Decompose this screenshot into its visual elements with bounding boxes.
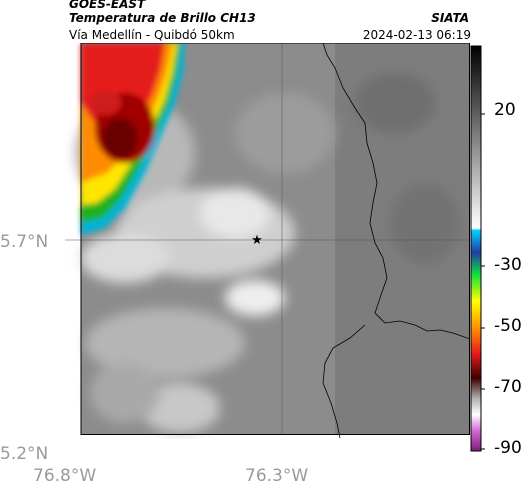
star-marker-icon: ★ bbox=[251, 233, 263, 248]
route-label: Vía Medellín - Quibdó 50km bbox=[69, 28, 235, 42]
lat-label-5-7: 5.7°N bbox=[0, 232, 49, 252]
map-frame bbox=[80, 43, 470, 435]
organization-label: SIATA bbox=[431, 11, 469, 25]
department-boundary-south bbox=[322, 324, 366, 439]
colorbar-tick-m70: -70 bbox=[494, 377, 522, 397]
colorbar-tick-m50: -50 bbox=[494, 316, 522, 336]
product-title: Temperatura de Brillo CH13 bbox=[69, 11, 256, 25]
department-boundary bbox=[322, 43, 470, 340]
datetime-label: 2024-02-13 06:19 bbox=[362, 28, 471, 42]
cold-cloud-top bbox=[81, 43, 185, 235]
colorbar-tick-m30: -30 bbox=[494, 255, 522, 275]
lon-label-76-3: 76.3°W bbox=[245, 466, 309, 486]
colorbar bbox=[470, 45, 485, 452]
lon-label-76-8: 76.8°W bbox=[33, 466, 97, 486]
colorbar-tick-20: 20 bbox=[494, 100, 516, 120]
colorbar-tick-m90: -90 bbox=[494, 438, 522, 458]
lat-label-5-2: 5.2°N bbox=[0, 444, 49, 464]
satellite-title: GOES-EAST bbox=[69, 0, 146, 11]
satellite-map[interactable]: ★ bbox=[65, 43, 470, 439]
